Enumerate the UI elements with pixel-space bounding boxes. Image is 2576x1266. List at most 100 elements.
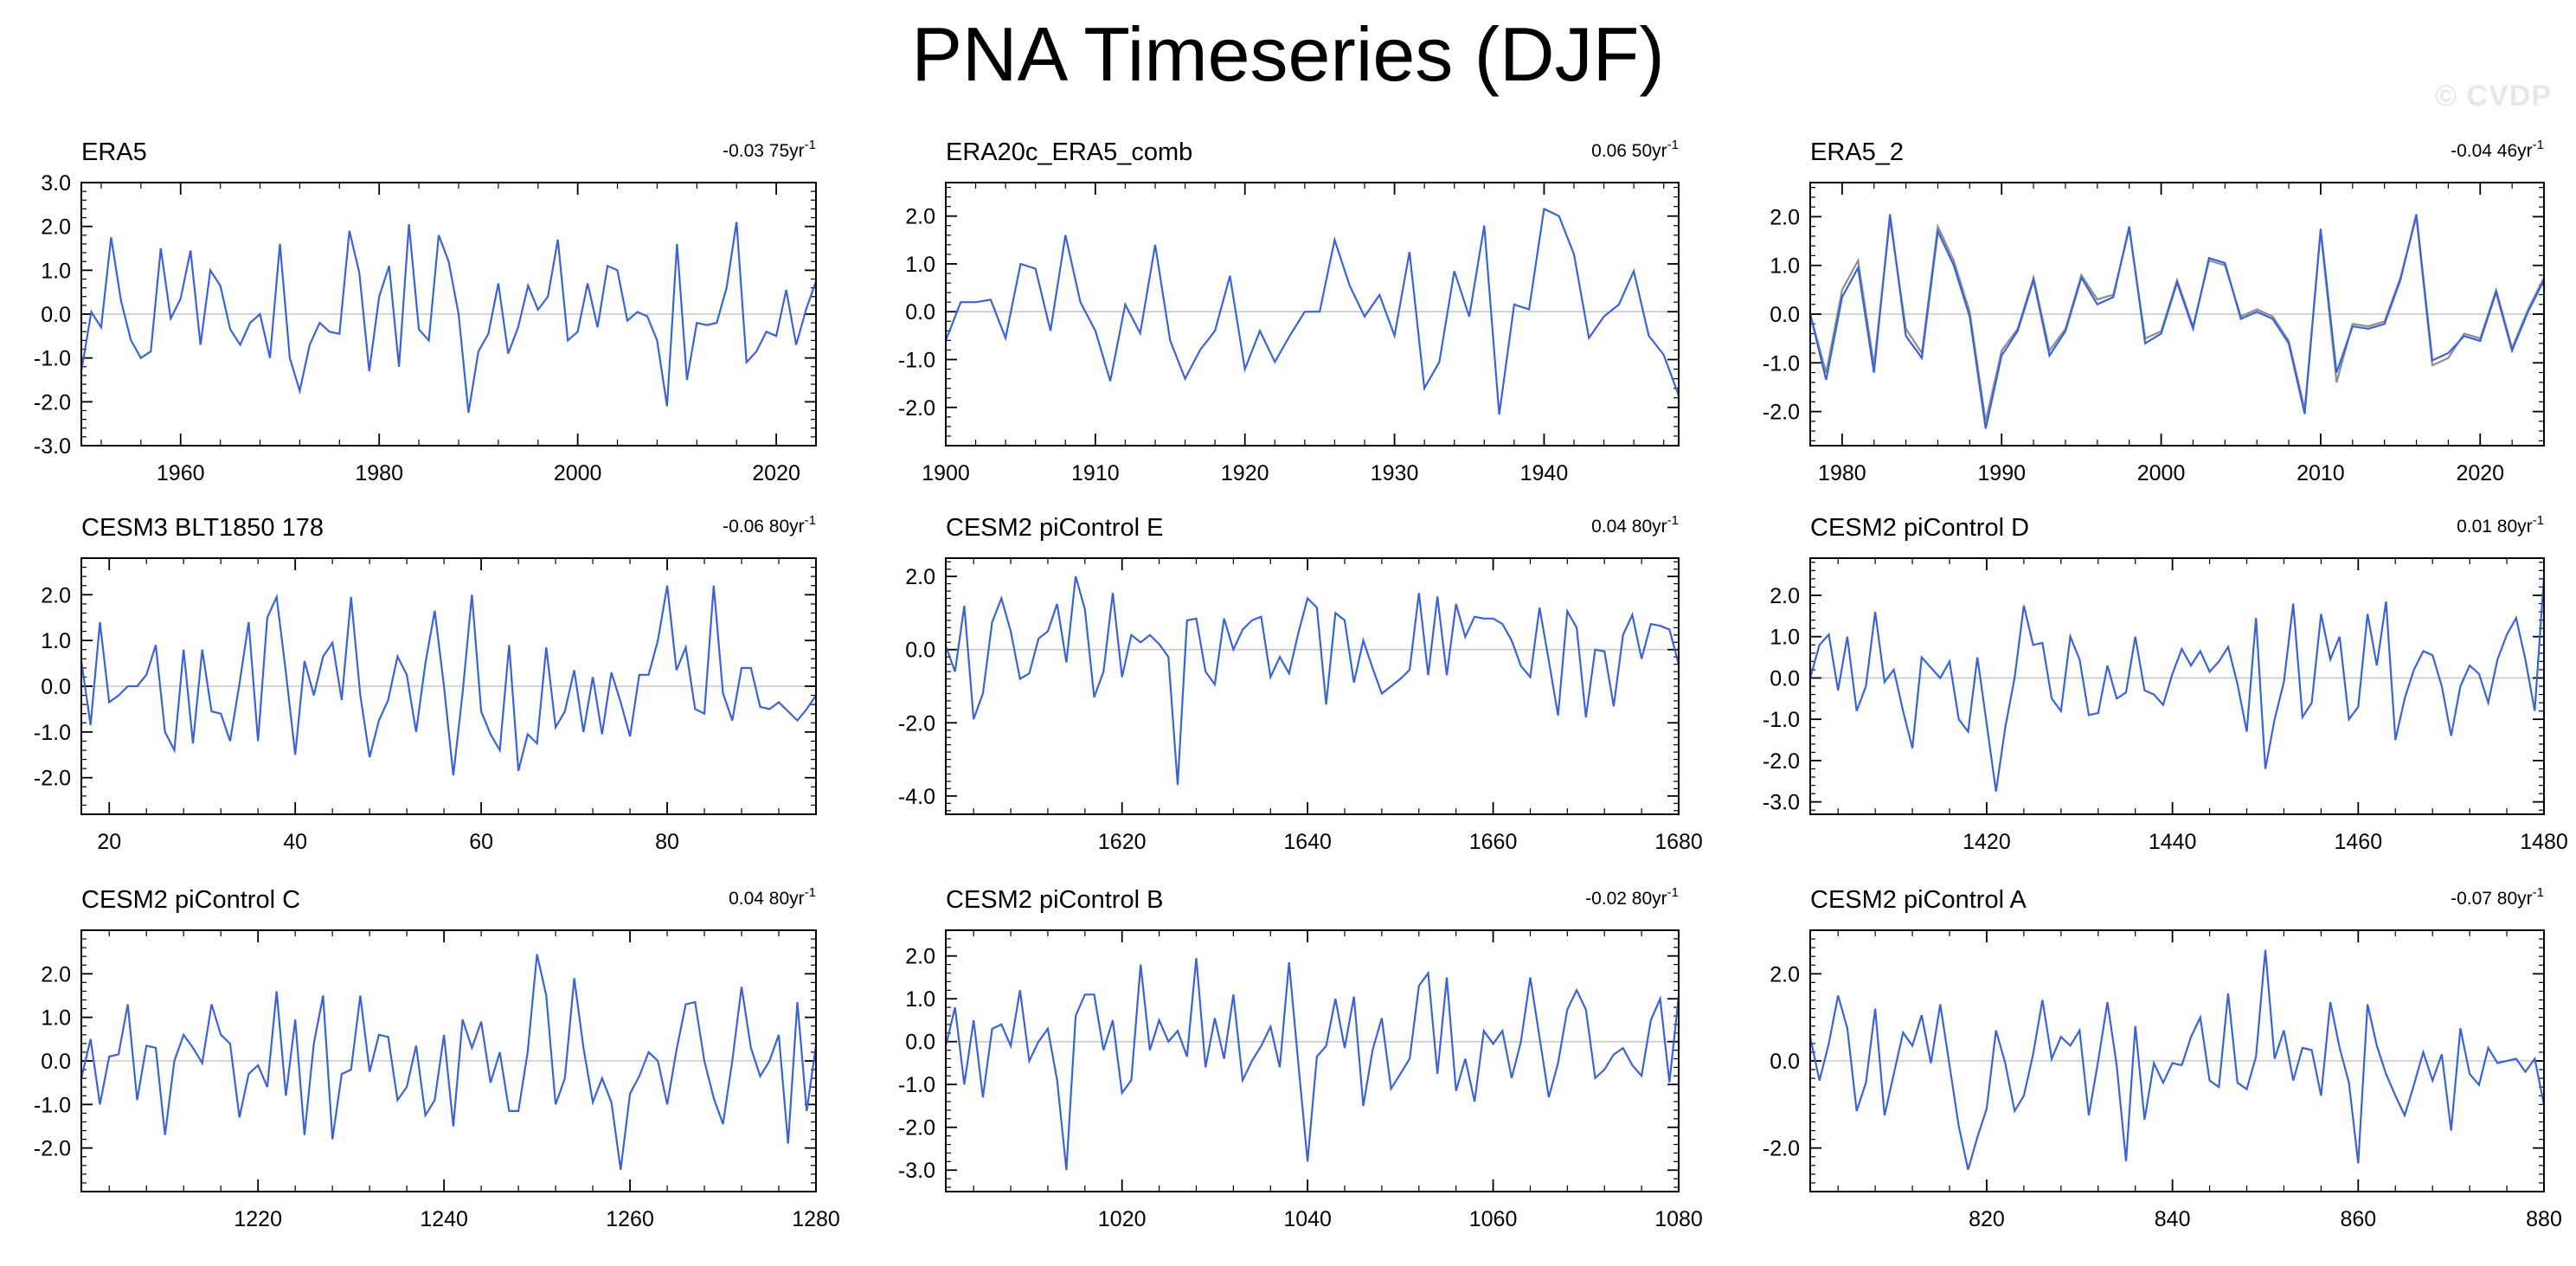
x-tick-label: 2000 <box>554 461 602 485</box>
plot-frame <box>80 557 817 815</box>
x-tick-label: 1930 <box>1371 461 1419 485</box>
y-tick-label: 0.0 <box>905 639 935 663</box>
x-tick-label: 1060 <box>1469 1207 1518 1231</box>
chart-panel-2: ERA20c_ERA5_comb 0.06 50yr-1 2.0 1.0 0.0 -1.0… <box>898 138 1680 485</box>
y-tick-label: 0.0 <box>41 675 71 699</box>
chart-panel-8: CESM2 piControl B -0.02 80yr-1 2.0 1.0 0.0 -1… <box>898 885 1703 1231</box>
y-tick-label: 0.0 <box>1770 1050 1800 1074</box>
x-tick-label: 1220 <box>234 1207 282 1231</box>
plot-frame <box>80 182 817 447</box>
x-tick-label: 1080 <box>1654 1207 1703 1231</box>
y-tick-label: -1.0 <box>34 347 71 371</box>
y-tick-label: 1.0 <box>1770 254 1800 279</box>
panel-title: ERA5 <box>81 138 147 166</box>
trend-label: -0.03 75yr-1 <box>723 138 816 161</box>
y-tick-label: -2.0 <box>34 767 71 791</box>
series-line-1 <box>80 222 818 414</box>
chart-panel-4: CESM3 BLT1850 178 -0.06 80yr-1 2.0 1.0 0.0 -1… <box>34 513 817 854</box>
x-tick-label: 1990 <box>1977 461 2026 485</box>
x-tick-label: 1980 <box>355 461 403 485</box>
y-tick-label: 0.0 <box>41 1050 71 1074</box>
x-tick-label: 2000 <box>2137 461 2186 485</box>
trend-label: -0.02 80yr-1 <box>1585 885 1679 909</box>
y-tick-label: 0.0 <box>1770 666 1800 691</box>
x-tick-label: 1910 <box>1071 461 1120 485</box>
y-tick-label: 1.0 <box>905 987 935 1012</box>
x-tick-label: 1040 <box>1283 1207 1332 1231</box>
series-line-1 <box>1808 214 2545 429</box>
x-tick-label: 1640 <box>1283 830 1332 854</box>
y-tick-label: 3.0 <box>41 171 71 196</box>
x-tick-label: 1280 <box>792 1207 840 1231</box>
y-tick-label: 0.0 <box>1770 303 1800 327</box>
series-line-1 <box>944 207 1680 415</box>
x-tick-label: 1480 <box>2520 830 2568 854</box>
y-tick-label: 2.0 <box>41 583 71 607</box>
chart-panel-7: CESM2 piControl C 0.04 80yr-1 2.0 1.0 0.0 -1.… <box>34 885 840 1231</box>
panel-title: CESM2 piControl C <box>81 886 300 914</box>
trend-label: -0.04 46yr-1 <box>2451 138 2544 161</box>
panel-title: CESM2 piControl A <box>1810 886 2027 914</box>
y-tick-label: 2.0 <box>41 215 71 240</box>
x-tick-label: 20 <box>97 830 121 854</box>
chart-panel-6: CESM2 piControl D 0.01 80yr-1 2.0 1.0 0.0 -1.… <box>1763 513 2568 854</box>
x-tick-label: 1960 <box>157 461 205 485</box>
y-tick-label: -1.0 <box>34 1093 71 1117</box>
x-tick-label: 1460 <box>2335 830 2383 854</box>
x-tick-label: 60 <box>469 830 493 854</box>
y-tick-label: 2.0 <box>1770 205 1800 229</box>
trend-label: -0.07 80yr-1 <box>2451 885 2544 909</box>
y-tick-label: -1.0 <box>1763 708 1800 732</box>
y-tick-label: 1.0 <box>41 259 71 283</box>
trend-label: 0.04 80yr-1 <box>729 885 816 909</box>
y-tick-label: -2.0 <box>898 1116 935 1141</box>
y-tick-label: -3.0 <box>1763 791 1800 815</box>
y-tick-label: 2.0 <box>905 205 935 229</box>
x-tick-label: 1420 <box>1963 830 2011 854</box>
y-tick-label: 1.0 <box>41 629 71 653</box>
y-tick-label: 2.0 <box>1770 584 1800 608</box>
panel-title: CESM2 piControl D <box>1810 514 2029 542</box>
y-tick-label: 1.0 <box>905 253 935 277</box>
chart-panel-1: ERA5 -0.03 75yr-1 3.0 2.0 1.0 0.0 -1.0 -2.0 -3.0… <box>34 138 818 485</box>
y-tick-label: -2.0 <box>1763 401 1800 425</box>
y-tick-label: 0.0 <box>905 1031 935 1055</box>
chart-panel-9: CESM2 piControl A -0.07 80yr-1 2.0 0.0 -2.0 8… <box>1763 885 2562 1231</box>
y-tick-label: -1.0 <box>1763 351 1800 376</box>
x-tick-label: 80 <box>655 830 679 854</box>
trend-label: 0.04 80yr-1 <box>1591 513 1679 537</box>
x-tick-label: 1440 <box>2149 830 2197 854</box>
x-tick-label: 1660 <box>1469 830 1518 854</box>
series-line-1 <box>944 958 1680 1171</box>
chart-panel-3: ERA5_2 -0.04 46yr-1 2.0 1.0 0.0 -1.0 -2.0 1980 1… <box>1763 138 2545 485</box>
y-tick-label: -1.0 <box>898 1073 935 1097</box>
y-tick-label: 2.0 <box>41 962 71 986</box>
page-title: PNA Timeseries (DJF) <box>911 11 1665 97</box>
trend-label: 0.06 50yr-1 <box>1591 138 1679 161</box>
x-tick-label: 2010 <box>2297 461 2345 485</box>
y-tick-label: 0.0 <box>41 303 71 327</box>
x-tick-label: 1680 <box>1654 830 1703 854</box>
trend-label: 0.01 80yr-1 <box>2457 513 2544 537</box>
x-tick-label: 1020 <box>1098 1207 1147 1231</box>
chart-panel-5: CESM2 piControl E 0.04 80yr-1 2.0 0.0 -2.0 -4… <box>898 513 1703 854</box>
x-tick-label: 1920 <box>1221 461 1269 485</box>
plot-frame <box>1809 929 2545 1192</box>
x-tick-label: 840 <box>2155 1207 2191 1231</box>
y-tick-label: -2.0 <box>898 711 935 736</box>
trend-label: -0.06 80yr-1 <box>723 513 816 537</box>
y-tick-label: 2.0 <box>905 565 935 589</box>
y-tick-label: -1.0 <box>898 349 935 373</box>
series-line-1 <box>80 954 818 1170</box>
x-tick-label: 1260 <box>606 1207 654 1231</box>
y-tick-label: -3.0 <box>898 1159 935 1183</box>
plot-frame <box>80 929 817 1192</box>
panel-title: CESM2 piControl B <box>946 886 1163 914</box>
y-tick-label: -2.0 <box>1763 1137 1800 1161</box>
x-tick-label: 880 <box>2526 1207 2562 1231</box>
y-tick-label: 1.0 <box>1770 626 1800 650</box>
x-tick-label: 1980 <box>1818 461 1866 485</box>
series-line-1 <box>1808 949 2546 1171</box>
y-tick-label: -1.0 <box>34 721 71 745</box>
